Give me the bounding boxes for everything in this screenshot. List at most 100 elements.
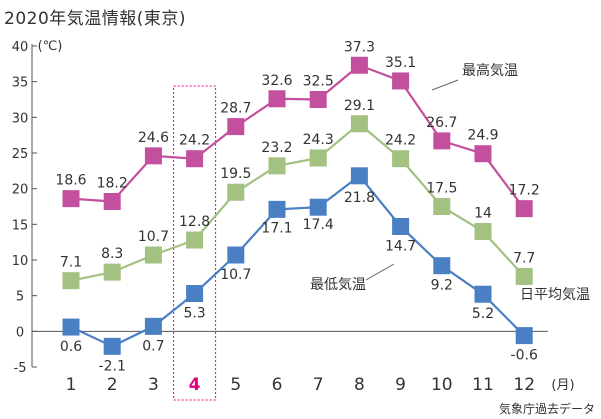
data-label: 17.2 (509, 183, 540, 199)
data-label: 29.1 (344, 98, 375, 114)
series-name-label: 最低気温 (310, 277, 366, 293)
x-tick-label: 2 (107, 375, 118, 395)
data-point (144, 147, 162, 165)
data-point (350, 56, 368, 74)
data-label: 24.3 (303, 132, 334, 148)
data-point (474, 222, 492, 240)
data-label: 10.7 (138, 229, 169, 245)
y-tick-label: 0 (16, 325, 24, 340)
data-label: 19.5 (220, 166, 251, 182)
data-label: 0.7 (142, 338, 164, 354)
data-label: 32.6 (261, 73, 292, 89)
data-point (186, 285, 204, 303)
data-point (309, 91, 327, 108)
data-point (268, 90, 286, 108)
data-point (268, 157, 286, 175)
data-label: 24.9 (467, 128, 498, 144)
x-tick-label: 8 (354, 375, 365, 395)
data-point (62, 318, 80, 336)
data-point (309, 149, 327, 167)
data-point (103, 263, 121, 281)
data-label: 7.7 (513, 250, 535, 266)
data-label: 17.5 (426, 181, 457, 197)
data-point (392, 72, 410, 90)
data-point (227, 183, 245, 201)
data-point (268, 200, 286, 218)
data-label: 14 (474, 205, 492, 221)
data-point (392, 150, 410, 168)
y-axis-label: (℃) (38, 39, 63, 54)
x-tick-label: 3 (148, 375, 159, 395)
data-label: 17.1 (261, 220, 292, 236)
data-point (186, 231, 204, 249)
data-label: 7.1 (60, 255, 82, 271)
data-point (62, 190, 80, 208)
data-label: 0.6 (60, 339, 82, 355)
x-tick-label: 7 (313, 375, 324, 395)
y-tick-label: -5 (14, 361, 27, 376)
series-name-leader (365, 263, 395, 281)
y-tick-label: 35 (12, 76, 29, 91)
x-tick-label: 9 (395, 375, 406, 395)
data-point (515, 200, 533, 218)
data-point (227, 246, 245, 264)
x-tick-label: 4 (189, 375, 201, 395)
y-tick-label: 25 (12, 147, 29, 162)
data-label: 24.2 (385, 133, 416, 149)
highlight-box (173, 85, 217, 401)
data-label: 18.6 (55, 173, 86, 189)
x-tick-label: 5 (230, 375, 241, 395)
data-point (62, 272, 80, 290)
data-point (144, 246, 162, 264)
x-tick-label: 11 (472, 375, 494, 395)
y-tick-label: 30 (12, 111, 29, 126)
data-label: 10.7 (220, 267, 251, 283)
data-label: 23.2 (261, 140, 292, 156)
x-tick-label: 12 (513, 375, 535, 395)
y-tick-label: 5 (16, 290, 24, 305)
chart-title: 2020年気温情報(東京) (4, 9, 187, 29)
data-point (350, 115, 368, 133)
data-point (515, 267, 533, 285)
series-name-label: 日平均気温 (520, 287, 590, 303)
series-line-2 (70, 122, 526, 282)
data-label: 8.3 (101, 246, 123, 262)
y-tick-label: 40 (12, 40, 29, 55)
data-label: 5.3 (183, 306, 205, 322)
data-point (309, 198, 327, 216)
data-label: 14.7 (385, 238, 416, 254)
data-label: 24.2 (179, 133, 210, 149)
data-point (103, 193, 121, 211)
data-point (433, 257, 451, 275)
data-point (103, 337, 121, 355)
data-point (227, 118, 245, 136)
y-tick-label: 10 (12, 254, 29, 269)
data-label: 26.7 (426, 115, 457, 131)
x-tick-label: 1 (66, 375, 77, 395)
data-label: 21.8 (344, 190, 375, 206)
y-tick-label: 15 (12, 218, 29, 233)
data-label: -2.1 (99, 358, 126, 374)
data-point (144, 317, 162, 335)
data-point (474, 145, 492, 163)
x-tick-label: 6 (272, 375, 283, 395)
series-name-label: 最高気温 (462, 62, 518, 79)
series-name-leader (431, 79, 459, 91)
data-label: 28.7 (220, 101, 251, 117)
data-label: 9.2 (431, 278, 453, 294)
data-point (433, 198, 451, 215)
data-point (350, 167, 368, 185)
data-point (186, 150, 204, 168)
data-label: 12.8 (179, 214, 210, 230)
x-tick-label: 10 (431, 375, 453, 395)
data-label: 35.1 (385, 55, 416, 71)
data-point (515, 327, 533, 345)
data-label: 17.4 (303, 217, 334, 233)
data-label: 18.2 (97, 176, 128, 192)
data-point (474, 285, 492, 303)
data-label: 37.3 (344, 39, 375, 55)
data-label: 24.6 (138, 130, 169, 146)
data-point (392, 217, 410, 235)
source-note: 気象庁過去データ (498, 402, 595, 416)
